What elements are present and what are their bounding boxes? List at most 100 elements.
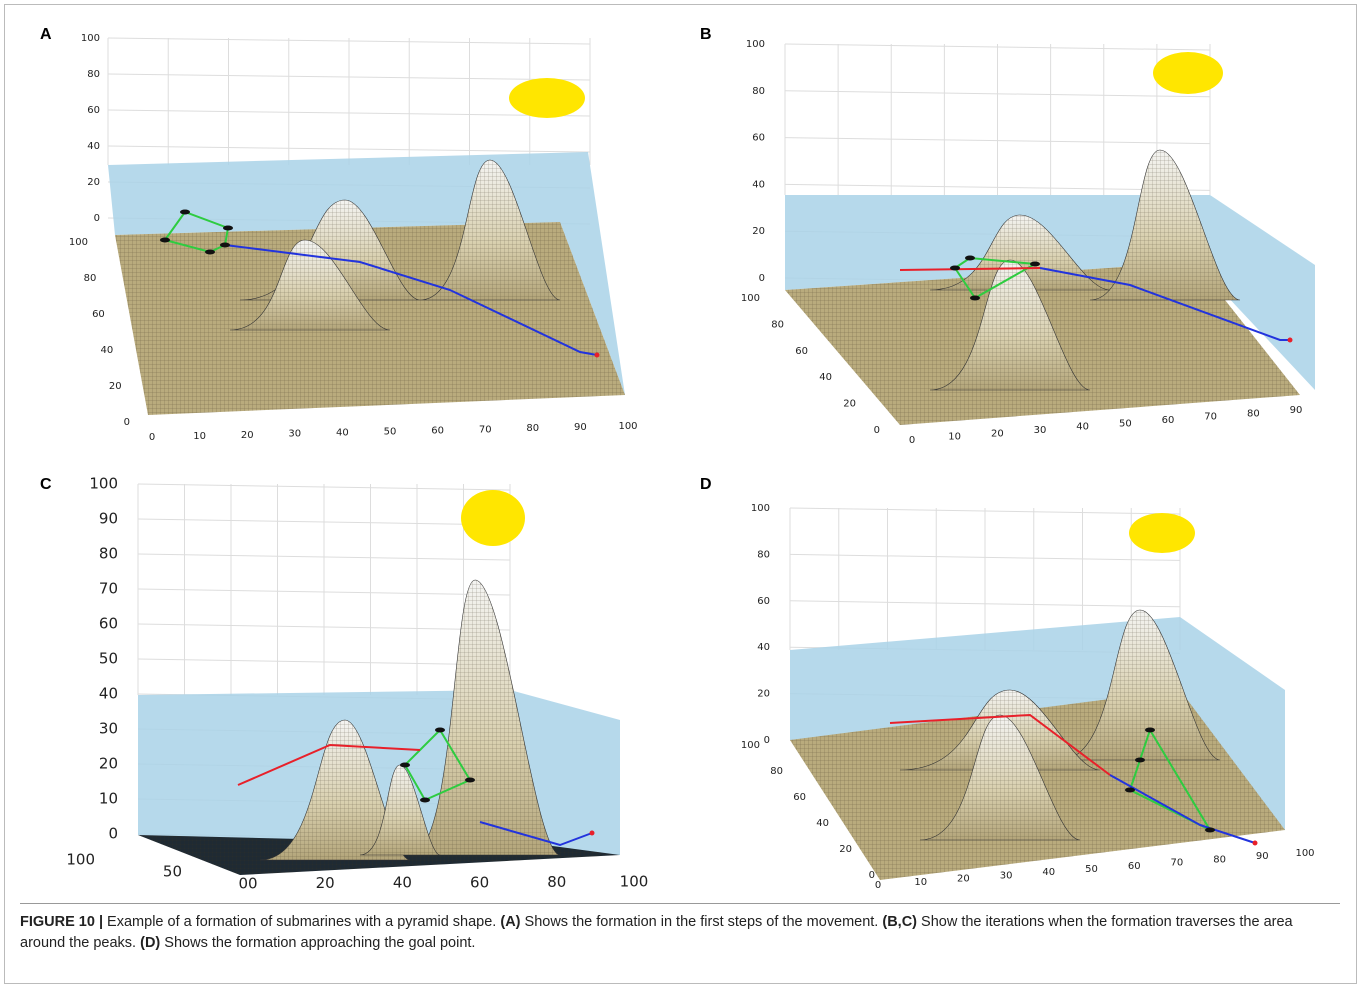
- x-tick-label: 30: [1000, 870, 1013, 881]
- z-tick-label: 0: [759, 273, 765, 284]
- z-tick-label: 60: [752, 133, 765, 144]
- x-tick-label: 40: [393, 874, 412, 892]
- caption-text: (B,C): [882, 914, 918, 930]
- submarine: [205, 249, 215, 255]
- z-tick-label: 40: [99, 685, 118, 703]
- submarine: [1145, 727, 1155, 733]
- x-tick-label: 0: [909, 435, 915, 446]
- caption-rule: [20, 903, 1340, 904]
- x-tick-label: 20: [991, 428, 1004, 439]
- panel: C 0 10 20 30 40 50 60 70 80 90 100 100 50 00 20 40 60 80 10…: [40, 475, 648, 893]
- z-tick-label: 0: [764, 735, 770, 746]
- y-tick-label: 80: [84, 273, 97, 284]
- submarine: [950, 265, 960, 271]
- caption-text: (A): [500, 914, 521, 930]
- x-tick-label: 40: [336, 428, 349, 439]
- x-tick-label: 80: [1247, 408, 1260, 419]
- x-tick-label: 10: [948, 432, 961, 443]
- submarine: [435, 727, 445, 733]
- z-tick-label: 30: [99, 720, 118, 738]
- z-tick-label: 60: [87, 105, 100, 116]
- y-tick-label: 80: [771, 319, 784, 330]
- z-tick-label: 80: [752, 86, 765, 97]
- y-tick-label: 40: [819, 372, 832, 383]
- trajectory-planned: [479, 821, 593, 847]
- trajectory-past: [899, 267, 1041, 271]
- z-tick-label: 90: [99, 510, 118, 528]
- submarine: [220, 242, 230, 248]
- caption-text: (D): [140, 935, 161, 951]
- x-tick-label: 50: [1119, 418, 1132, 429]
- x-tick-label: 80: [526, 423, 539, 434]
- x-tick-label: 100: [618, 421, 637, 432]
- terrain-mesh: [420, 160, 560, 300]
- y-tick-label: 20: [109, 381, 122, 392]
- y-tick-label: 0: [124, 417, 130, 428]
- x-tick-label: 20: [316, 874, 335, 892]
- panel: D 0 20 40 60 80 100 0 20 40 60 80 100 0 10 20 30 40 50 60 70…: [700, 476, 1315, 891]
- submarine: [1125, 787, 1135, 793]
- x-tick-label: 10: [193, 431, 206, 442]
- z-tick-label: 20: [757, 689, 770, 700]
- z-tick-label: 60: [757, 596, 770, 607]
- submarine: [1135, 757, 1145, 763]
- z-tick-label: 20: [99, 755, 118, 773]
- y-tick-label: 0: [869, 870, 875, 881]
- sun: [461, 490, 525, 546]
- z-tick-label: 100: [89, 475, 118, 493]
- z-tick-label: 10: [99, 790, 118, 808]
- z-tick-label: 80: [99, 545, 118, 563]
- y-tick-label: 100: [741, 740, 760, 751]
- x-tick-label: 30: [1034, 425, 1047, 436]
- z-tick-label: 60: [99, 615, 118, 633]
- z-tick-label: 70: [99, 580, 118, 598]
- x-tick-label: 60: [1128, 861, 1141, 872]
- x-tick-label: 10: [914, 877, 927, 888]
- terrain-mesh: [260, 720, 410, 860]
- x-tick-label: 70: [1171, 858, 1184, 869]
- x-tick-label: 00: [238, 875, 257, 893]
- trajectory-planned: [1109, 774, 1256, 844]
- sun: [1153, 52, 1223, 94]
- caption-text: Shows the formation approaching the goal…: [160, 935, 476, 951]
- terrain-mesh: [920, 715, 1080, 840]
- x-tick-label: 30: [288, 429, 301, 440]
- x-tick-label: 70: [479, 424, 492, 435]
- x-tick-label: 0: [149, 432, 155, 443]
- x-tick-label: 70: [1204, 412, 1217, 423]
- y-tick-label: 100: [66, 851, 95, 869]
- x-tick-label: 20: [241, 430, 254, 441]
- z-tick-label: 50: [99, 650, 118, 668]
- panel: B 0 20 40 60 80 100 0 20 40 60 80 100 0 10 20 30 40 50 60 70…: [700, 26, 1315, 446]
- sun: [1129, 513, 1195, 553]
- y-tick-label: 40: [100, 345, 113, 356]
- terrain-mesh: [930, 260, 1090, 390]
- trajectory-past: [237, 743, 421, 786]
- caption-text: Show the iterations when the formation t…: [20, 914, 1293, 951]
- x-tick-label: 80: [547, 873, 566, 891]
- submarine: [1030, 261, 1040, 267]
- terrain-mesh: [1060, 610, 1220, 760]
- y-tick-label: 60: [793, 792, 806, 803]
- submarine: [400, 762, 410, 768]
- z-tick-label: 20: [752, 226, 765, 237]
- z-tick-label: 40: [757, 642, 770, 653]
- z-tick-label: 100: [751, 503, 770, 514]
- y-tick-label: 60: [92, 309, 105, 320]
- x-tick-label: 80: [1213, 854, 1226, 865]
- submarine: [465, 777, 475, 783]
- z-tick-label: 100: [81, 33, 100, 44]
- terrain-mesh: [930, 215, 1110, 290]
- y-tick-label: 20: [839, 844, 852, 855]
- goal-point: [1287, 337, 1293, 343]
- goal-point: [589, 830, 595, 836]
- panel-label: C: [40, 476, 52, 493]
- caption: FIGURE 10 | Example of a formation of su…: [20, 912, 1320, 954]
- x-tick-label: 60: [470, 873, 489, 891]
- submarine: [223, 225, 233, 231]
- x-tick-label: 0: [875, 880, 881, 891]
- x-tick-label: 90: [1290, 405, 1303, 416]
- x-tick-label: 90: [1256, 851, 1269, 862]
- trajectory-planned: [224, 244, 598, 356]
